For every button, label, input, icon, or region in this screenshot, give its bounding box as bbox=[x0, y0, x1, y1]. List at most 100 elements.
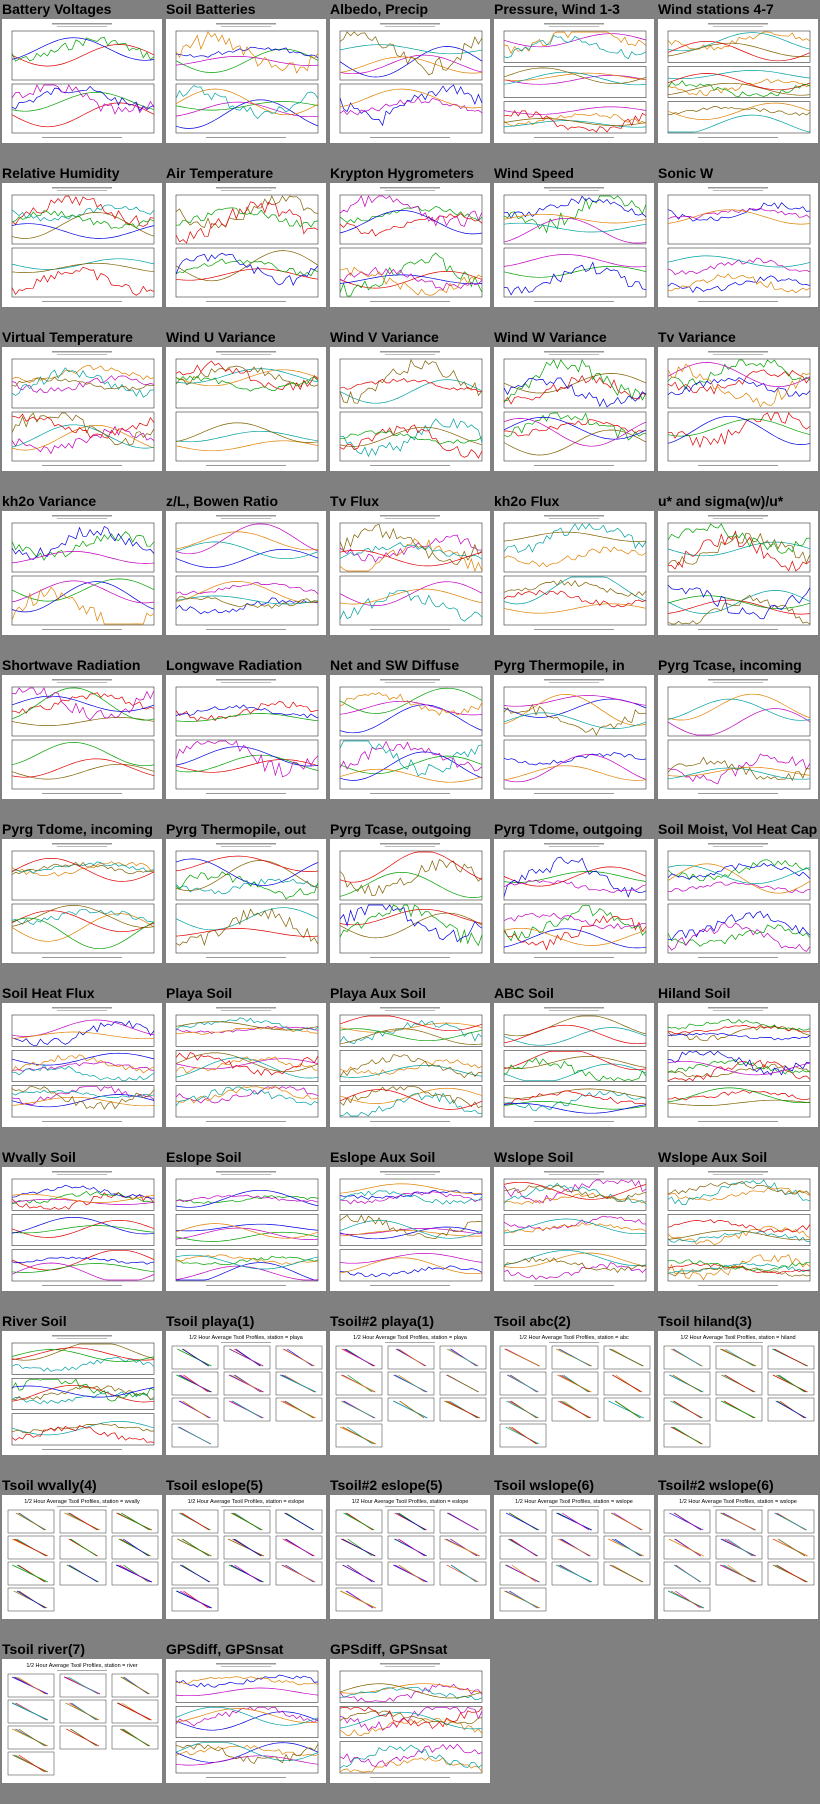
plot-thumbnail-link[interactable]: Tv Flux bbox=[328, 492, 492, 656]
plot-thumbnail-link[interactable]: Tsoil#2 wslope(6) 1/2 Hour Average Tsoil … bbox=[656, 1476, 820, 1640]
plot-thumbnail-image[interactable]: 1/2 Hour Average Tsoil Profiles, station… bbox=[658, 1331, 818, 1455]
plot-thumbnail-link[interactable]: Pyrg Tdome, outgoing bbox=[492, 820, 656, 984]
plot-thumbnail-link[interactable]: Battery Voltages bbox=[0, 0, 164, 164]
plot-thumbnail-link[interactable]: GPSdiff, GPSnsat bbox=[164, 1640, 328, 1804]
plot-thumbnail-link[interactable]: Playa Soil bbox=[164, 984, 328, 1148]
plot-thumbnail-link[interactable]: Net and SW Diffuse bbox=[328, 656, 492, 820]
plot-thumbnail-link[interactable]: Tsoil#2 eslope(5) 1/2 Hour Average Tsoil … bbox=[328, 1476, 492, 1640]
plot-thumbnail-image[interactable] bbox=[494, 347, 654, 471]
plot-thumbnail-link[interactable]: Tsoil wslope(6) 1/2 Hour Average Tsoil Pr… bbox=[492, 1476, 656, 1640]
plot-thumbnail-image[interactable] bbox=[2, 347, 162, 471]
plot-thumbnail-image[interactable] bbox=[494, 675, 654, 799]
plot-thumbnail-image[interactable] bbox=[494, 19, 654, 143]
plot-thumbnail-image[interactable] bbox=[166, 1167, 326, 1291]
plot-thumbnail-image[interactable] bbox=[330, 1003, 490, 1127]
plot-thumbnail-image[interactable] bbox=[2, 19, 162, 143]
plot-thumbnail-image[interactable] bbox=[2, 1003, 162, 1127]
plot-thumbnail-link[interactable]: GPSdiff, GPSnsat bbox=[328, 1640, 492, 1804]
plot-thumbnail-image[interactable] bbox=[166, 1659, 326, 1783]
plot-thumbnail-link[interactable]: Pyrg Tcase, outgoing bbox=[328, 820, 492, 984]
plot-thumbnail-image[interactable] bbox=[658, 19, 818, 143]
plot-thumbnail-link[interactable]: Hiland Soil bbox=[656, 984, 820, 1148]
plot-thumbnail-image[interactable] bbox=[658, 511, 818, 635]
plot-thumbnail-link[interactable]: Pyrg Tdome, incoming bbox=[0, 820, 164, 984]
plot-thumbnail-image[interactable] bbox=[658, 1003, 818, 1127]
plot-thumbnail-image[interactable]: 1/2 Hour Average Tsoil Profiles, station… bbox=[494, 1331, 654, 1455]
plot-thumbnail-image[interactable]: 1/2 Hour Average Tsoil Profiles, station… bbox=[494, 1495, 654, 1619]
plot-thumbnail-link[interactable]: Tsoil eslope(5) 1/2 Hour Average Tsoil Pr… bbox=[164, 1476, 328, 1640]
plot-thumbnail-link[interactable]: Wind W Variance bbox=[492, 328, 656, 492]
plot-thumbnail-image[interactable] bbox=[166, 839, 326, 963]
plot-thumbnail-link[interactable]: Tsoil playa(1) 1/2 Hour Average Tsoil Pro… bbox=[164, 1312, 328, 1476]
plot-thumbnail-image[interactable] bbox=[494, 511, 654, 635]
plot-thumbnail-image[interactable] bbox=[494, 1167, 654, 1291]
plot-thumbnail-link[interactable]: Soil Heat Flux bbox=[0, 984, 164, 1148]
plot-thumbnail-link[interactable]: Wvally Soil bbox=[0, 1148, 164, 1312]
plot-thumbnail-image[interactable] bbox=[330, 347, 490, 471]
plot-thumbnail-image[interactable] bbox=[2, 511, 162, 635]
plot-thumbnail-link[interactable]: Tsoil wvally(4) 1/2 Hour Average Tsoil Pr… bbox=[0, 1476, 164, 1640]
plot-thumbnail-image[interactable] bbox=[494, 839, 654, 963]
plot-thumbnail-link[interactable]: Playa Aux Soil bbox=[328, 984, 492, 1148]
plot-thumbnail-link[interactable]: z/L, Bowen Ratio bbox=[164, 492, 328, 656]
plot-thumbnail-link[interactable]: Eslope Soil bbox=[164, 1148, 328, 1312]
plot-thumbnail-link[interactable]: Wind Speed bbox=[492, 164, 656, 328]
plot-thumbnail-link[interactable]: Wslope Soil bbox=[492, 1148, 656, 1312]
plot-thumbnail-link[interactable]: Virtual Temperature bbox=[0, 328, 164, 492]
plot-thumbnail-link[interactable]: Sonic W bbox=[656, 164, 820, 328]
plot-thumbnail-link[interactable]: kh2o Flux bbox=[492, 492, 656, 656]
plot-thumbnail-link[interactable]: kh2o Variance bbox=[0, 492, 164, 656]
plot-thumbnail-image[interactable] bbox=[166, 19, 326, 143]
plot-thumbnail-image[interactable] bbox=[658, 1167, 818, 1291]
plot-thumbnail-link[interactable]: Shortwave Radiation bbox=[0, 656, 164, 820]
plot-thumbnail-image[interactable] bbox=[658, 675, 818, 799]
plot-thumbnail-image[interactable]: 1/2 Hour Average Tsoil Profiles, station… bbox=[166, 1331, 326, 1455]
plot-thumbnail-link[interactable]: River Soil bbox=[0, 1312, 164, 1476]
plot-thumbnail-link[interactable]: Wind U Variance bbox=[164, 328, 328, 492]
plot-thumbnail-image[interactable] bbox=[658, 183, 818, 307]
plot-thumbnail-link[interactable]: Soil Batteries bbox=[164, 0, 328, 164]
plot-thumbnail-image[interactable] bbox=[330, 1167, 490, 1291]
plot-thumbnail-link[interactable]: u* and sigma(w)/u* bbox=[656, 492, 820, 656]
plot-thumbnail-link[interactable]: Soil Moist, Vol Heat Cap bbox=[656, 820, 820, 984]
plot-thumbnail-link[interactable]: Pyrg Thermopile, out bbox=[164, 820, 328, 984]
plot-thumbnail-image[interactable] bbox=[166, 675, 326, 799]
plot-thumbnail-link[interactable]: Krypton Hygrometers bbox=[328, 164, 492, 328]
plot-thumbnail-link[interactable]: Wind stations 4-7 bbox=[656, 0, 820, 164]
plot-thumbnail-image[interactable] bbox=[330, 1659, 490, 1783]
plot-thumbnail-link[interactable]: ABC Soil bbox=[492, 984, 656, 1148]
plot-thumbnail-image[interactable] bbox=[330, 675, 490, 799]
plot-thumbnail-image[interactable] bbox=[166, 511, 326, 635]
plot-thumbnail-image[interactable] bbox=[658, 347, 818, 471]
plot-thumbnail-image[interactable]: 1/2 Hour Average Tsoil Profiles, station… bbox=[330, 1495, 490, 1619]
plot-thumbnail-link[interactable]: Tv Variance bbox=[656, 328, 820, 492]
plot-thumbnail-link[interactable]: Longwave Radiation bbox=[164, 656, 328, 820]
plot-thumbnail-image[interactable] bbox=[330, 19, 490, 143]
plot-thumbnail-link[interactable]: Tsoil abc(2) 1/2 Hour Average Tsoil Profi… bbox=[492, 1312, 656, 1476]
plot-thumbnail-link[interactable]: Pressure, Wind 1-3 bbox=[492, 0, 656, 164]
plot-thumbnail-image[interactable] bbox=[330, 511, 490, 635]
plot-thumbnail-image[interactable] bbox=[166, 1003, 326, 1127]
plot-thumbnail-image[interactable]: 1/2 Hour Average Tsoil Profiles, station… bbox=[2, 1495, 162, 1619]
plot-thumbnail-link[interactable]: Eslope Aux Soil bbox=[328, 1148, 492, 1312]
plot-thumbnail-image[interactable] bbox=[2, 1331, 162, 1455]
plot-thumbnail-image[interactable] bbox=[2, 839, 162, 963]
plot-thumbnail-image[interactable] bbox=[2, 183, 162, 307]
plot-thumbnail-link[interactable]: Tsoil#2 playa(1) 1/2 Hour Average Tsoil P… bbox=[328, 1312, 492, 1476]
plot-thumbnail-link[interactable]: Wind V Variance bbox=[328, 328, 492, 492]
plot-thumbnail-link[interactable]: Pyrg Thermopile, in bbox=[492, 656, 656, 820]
plot-thumbnail-link[interactable]: Tsoil river(7) 1/2 Hour Average Tsoil Pro… bbox=[0, 1640, 164, 1804]
plot-thumbnail-image[interactable] bbox=[2, 1167, 162, 1291]
plot-thumbnail-link[interactable]: Wslope Aux Soil bbox=[656, 1148, 820, 1312]
plot-thumbnail-link[interactable]: Relative Humidity bbox=[0, 164, 164, 328]
plot-thumbnail-link[interactable]: Air Temperature bbox=[164, 164, 328, 328]
plot-thumbnail-image[interactable] bbox=[330, 839, 490, 963]
plot-thumbnail-image[interactable]: 1/2 Hour Average Tsoil Profiles, station… bbox=[330, 1331, 490, 1455]
plot-thumbnail-image[interactable] bbox=[330, 183, 490, 307]
plot-thumbnail-image[interactable] bbox=[166, 183, 326, 307]
plot-thumbnail-link[interactable]: Tsoil hiland(3) 1/2 Hour Average Tsoil Pr… bbox=[656, 1312, 820, 1476]
plot-thumbnail-image[interactable] bbox=[166, 347, 326, 471]
plot-thumbnail-image[interactable]: 1/2 Hour Average Tsoil Profiles, station… bbox=[166, 1495, 326, 1619]
plot-thumbnail-link[interactable]: Albedo, Precip bbox=[328, 0, 492, 164]
plot-thumbnail-image[interactable] bbox=[494, 183, 654, 307]
